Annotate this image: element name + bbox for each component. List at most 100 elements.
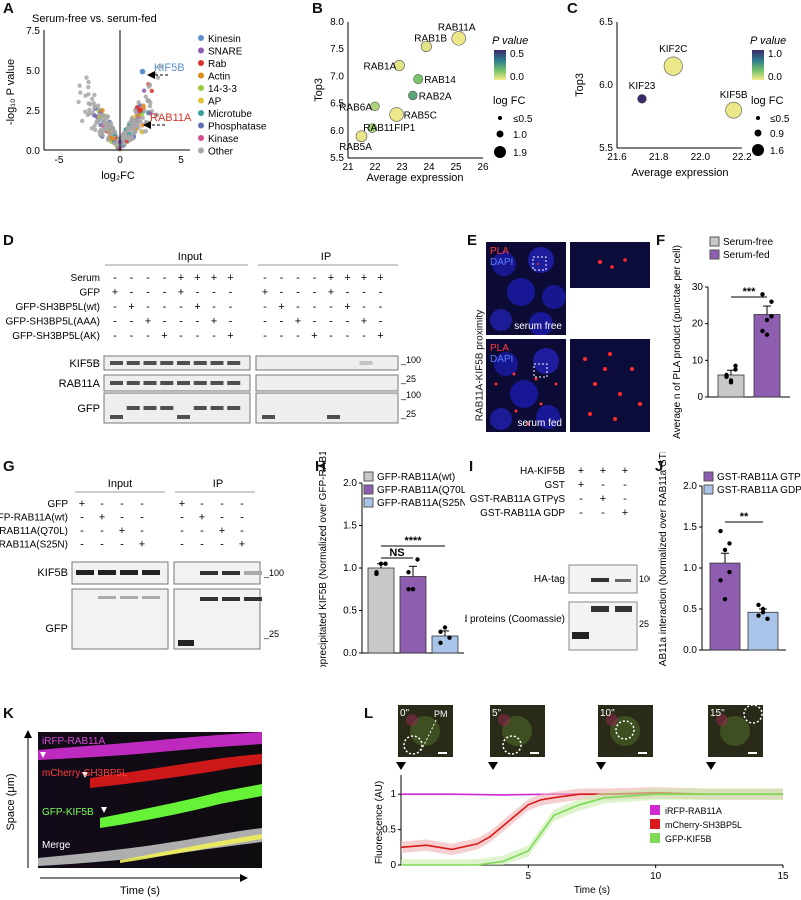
volcano-point: [147, 104, 153, 109]
blot-row-label: GST-RAB11A GDP: [480, 508, 565, 519]
volcano-point: [86, 101, 91, 106]
volcano-point: [108, 121, 114, 126]
volcano-legend-dot: [198, 97, 204, 104]
kinesin-size-key: [754, 129, 762, 137]
volcano-point: [141, 105, 146, 110]
blot-row-mark: -: [329, 301, 333, 313]
data-point: [760, 292, 765, 297]
bar-tick-label: 1.0: [683, 563, 697, 574]
volcano-point: [126, 128, 131, 133]
pla-images: RAB11A-KIF5B proximity PLA DAPI serum fr…: [470, 232, 660, 447]
blot-row-mark: -: [623, 479, 627, 491]
blot-row-mark: -: [100, 525, 104, 537]
blot-row-mark: +: [600, 465, 606, 477]
blot-row-mark: +: [211, 272, 217, 284]
data-point: [447, 635, 452, 640]
ha-tag-label: HA-tag: [534, 574, 565, 585]
sig-label: **: [740, 511, 749, 523]
l-legend-swatch: [650, 833, 660, 843]
blot-row-mark: -: [180, 512, 184, 524]
blot-row-mark: -: [100, 498, 104, 510]
serum-free-caption: serum free: [514, 321, 562, 332]
blot-row-mark: +: [112, 287, 118, 299]
bar-tick-label: 2.0: [683, 481, 697, 492]
d-band: [193, 361, 207, 365]
blot-row-mark: +: [328, 287, 334, 299]
blot-row-mark: +: [119, 525, 125, 537]
blot-row-mark: -: [623, 493, 627, 505]
bubble-point: [389, 107, 404, 122]
kinesin-cbar-title: P value: [750, 35, 786, 47]
volcano-point: [86, 85, 91, 90]
g-band: [142, 570, 160, 575]
volcano-legend-label: SNARE: [208, 47, 243, 58]
blot-row-mark: -: [296, 330, 300, 342]
blot-row-mark: -: [163, 287, 167, 299]
volcano-point: [128, 119, 133, 125]
data-point: [438, 640, 443, 645]
volcano-point: [143, 94, 148, 99]
xtick-label: 22.0: [691, 152, 711, 163]
blot-row-mark: +: [139, 539, 145, 551]
rab-ylabel: Top3: [313, 78, 325, 102]
volcano-ytick: 0.0: [26, 146, 40, 157]
blot-row-mark: +: [179, 498, 185, 510]
bar-tick-label: 0.0: [683, 645, 697, 656]
blot-row-mark: +: [239, 539, 245, 551]
data-point: [733, 363, 738, 369]
volcano-legend-label: Kinase: [208, 134, 239, 145]
bubble-point: [355, 130, 368, 143]
blot-row-mark: -: [346, 330, 350, 342]
data-point: [406, 587, 411, 592]
blot-row-mark: -: [362, 330, 366, 342]
blot-row-mark: -: [120, 539, 124, 551]
bar-tick-label: 0.5: [343, 606, 357, 617]
volcano-point: [112, 141, 117, 146]
data-point: [764, 332, 770, 337]
blot-row-mark: -: [146, 301, 150, 313]
g-ip-header: IP: [213, 478, 223, 490]
pm-label: PM: [434, 709, 448, 719]
bar-tick-label: 30: [692, 282, 704, 293]
data-point: [733, 367, 738, 372]
ytick-label: 7.5: [330, 44, 344, 55]
kymo-rab11a-track: [38, 732, 262, 760]
d-band: [193, 406, 207, 410]
blot-row-mark: -: [379, 301, 383, 313]
d-band: [177, 361, 190, 365]
blot-row-mark: +: [377, 272, 383, 284]
volcano-point: [142, 108, 147, 114]
volcano-point: [128, 124, 133, 130]
kymo-xlabel: Time (s): [120, 885, 160, 897]
kymo-track-label: GFP-KIF5B: [42, 807, 94, 818]
blot-row-mark: +: [178, 287, 184, 299]
volcano-point: [110, 136, 116, 141]
d-band: [110, 381, 123, 385]
g-mw-label: _25: [263, 629, 279, 639]
frame-texture: [716, 714, 728, 726]
data-point: [760, 328, 765, 334]
bubble-label: RAB2A: [419, 91, 452, 102]
blot-row-mark: -: [601, 479, 605, 491]
rab-size-title: log FC: [493, 95, 525, 107]
blot-row-mark: +: [361, 272, 367, 284]
bubble-point: [663, 56, 683, 76]
blot-row-mark: -: [196, 330, 200, 342]
g-input-header: Input: [108, 478, 132, 490]
volcano-legend-dot: [198, 85, 204, 91]
i-mw: 25: [639, 619, 649, 629]
frame-arrowhead: [706, 762, 716, 770]
frame-arrowhead: [596, 762, 606, 770]
blot-row-mark: -: [313, 301, 317, 313]
data-point: [756, 602, 761, 608]
l-xlabel: Time (s): [574, 885, 610, 896]
l-series-band: [401, 788, 783, 865]
d-band: [143, 381, 157, 385]
volcano-legend-dot: [198, 110, 204, 116]
blot-row-mark: +: [178, 272, 184, 284]
blot-row-mark: -: [179, 316, 183, 328]
volcano-point: [89, 126, 95, 131]
volcano-point: [87, 107, 92, 113]
kymo-track-label: mCherry-SH3BP5L: [42, 768, 128, 779]
volcano-ytick: 2.5: [26, 106, 40, 117]
